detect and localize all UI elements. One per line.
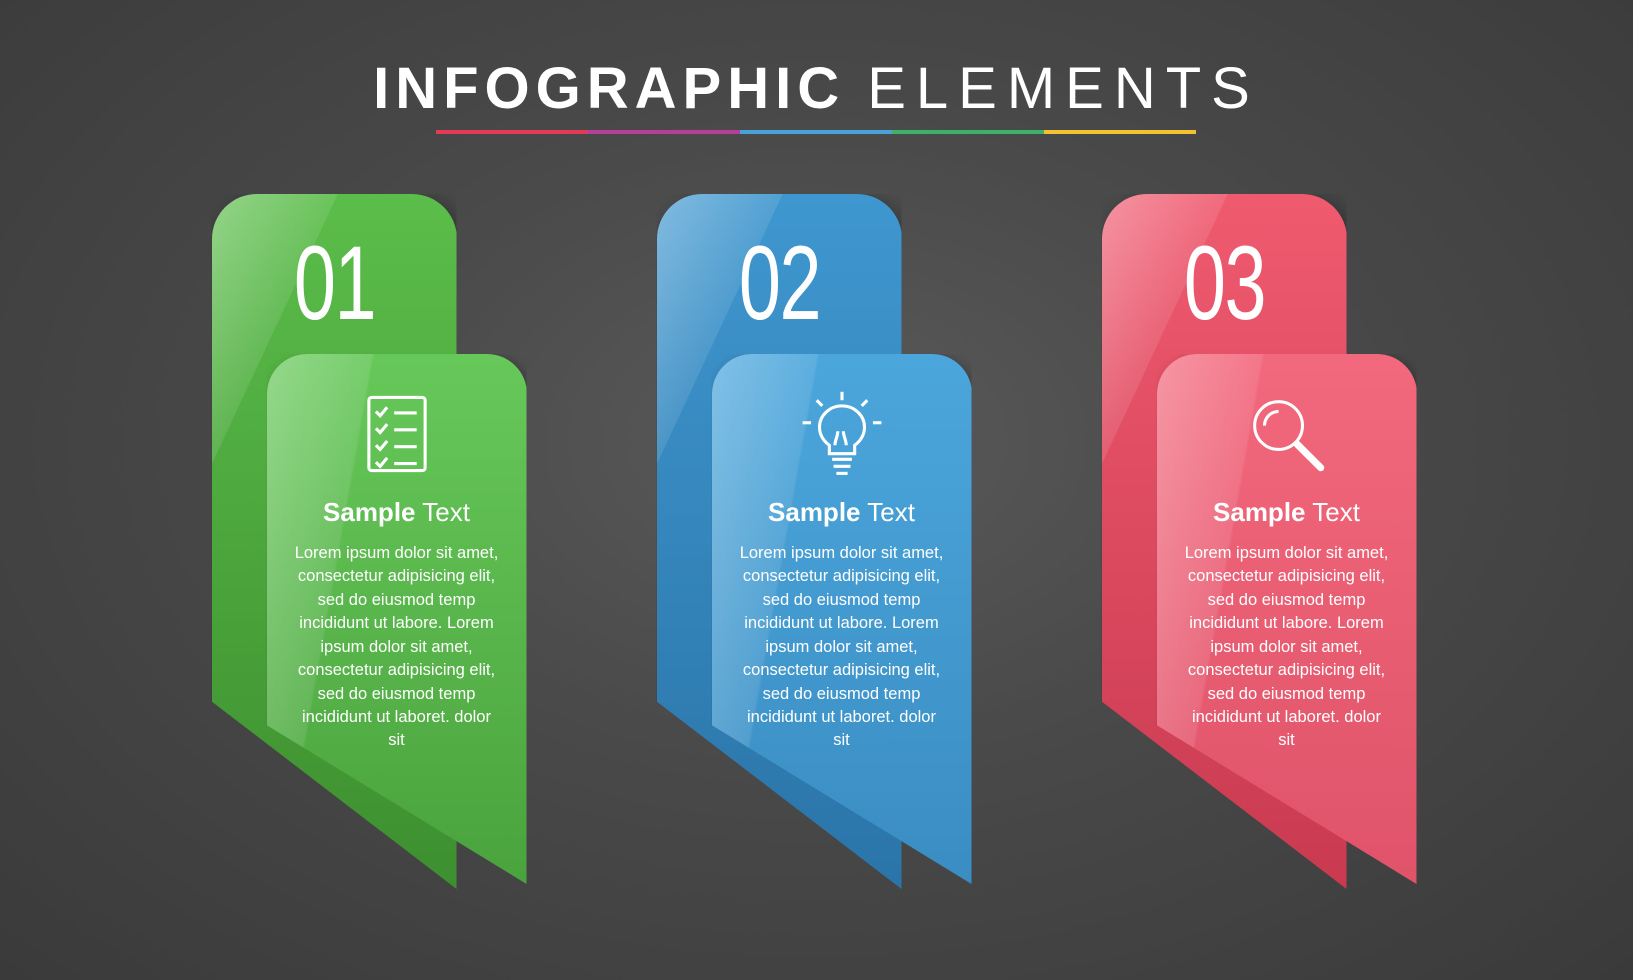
cards-row: 01 Sample Text Lorem ipsum d — [212, 194, 1422, 889]
card-1-heading-light: Text — [422, 497, 470, 527]
card-2-front: Sample Text Lorem ipsum dolor sit amet, … — [712, 354, 972, 884]
card-3-heading-light: Text — [1312, 497, 1360, 527]
title-bold: INFOGRAPHIC — [373, 56, 845, 121]
card-2-body: Lorem ipsum dolor sit amet, consectetur … — [740, 542, 944, 753]
info-card-1: 01 Sample Text Lorem ipsum d — [212, 194, 532, 889]
card-1-number: 01 — [246, 224, 422, 344]
card-2-number: 02 — [691, 224, 867, 344]
card-1-body: Lorem ipsum dolor sit amet, consectetur … — [295, 542, 499, 753]
info-card-2: 02 Sample Text Lo — [657, 194, 977, 889]
title-underline — [436, 130, 1196, 134]
underline-seg-4 — [892, 130, 1044, 134]
lightbulb-icon — [797, 389, 887, 479]
title-thin: ELEMENTS — [867, 56, 1260, 121]
magnifier-icon — [1242, 389, 1332, 479]
checklist-icon — [352, 389, 442, 479]
underline-seg-2 — [588, 130, 740, 134]
card-1-heading-bold: Sample — [323, 497, 416, 527]
underline-seg-1 — [436, 130, 588, 134]
page-title: INFOGRAPHIC ELEMENTS — [373, 55, 1260, 122]
card-3-body: Lorem ipsum dolor sit amet, consectetur … — [1185, 542, 1389, 753]
underline-seg-3 — [740, 130, 892, 134]
info-card-3: 03 Sample Text Lorem ipsum dolor sit ame… — [1102, 194, 1422, 889]
page-title-block: INFOGRAPHIC ELEMENTS — [373, 55, 1260, 134]
card-3-front: Sample Text Lorem ipsum dolor sit amet, … — [1157, 354, 1417, 884]
card-3-number: 03 — [1136, 224, 1312, 344]
card-3-heading-bold: Sample — [1213, 497, 1306, 527]
card-2-heading-light: Text — [867, 497, 915, 527]
card-2-heading: Sample Text — [740, 497, 944, 528]
card-1-heading: Sample Text — [295, 497, 499, 528]
underline-seg-5 — [1044, 130, 1196, 134]
card-1-front: Sample Text Lorem ipsum dolor sit amet, … — [267, 354, 527, 884]
card-3-heading: Sample Text — [1185, 497, 1389, 528]
card-2-heading-bold: Sample — [768, 497, 861, 527]
